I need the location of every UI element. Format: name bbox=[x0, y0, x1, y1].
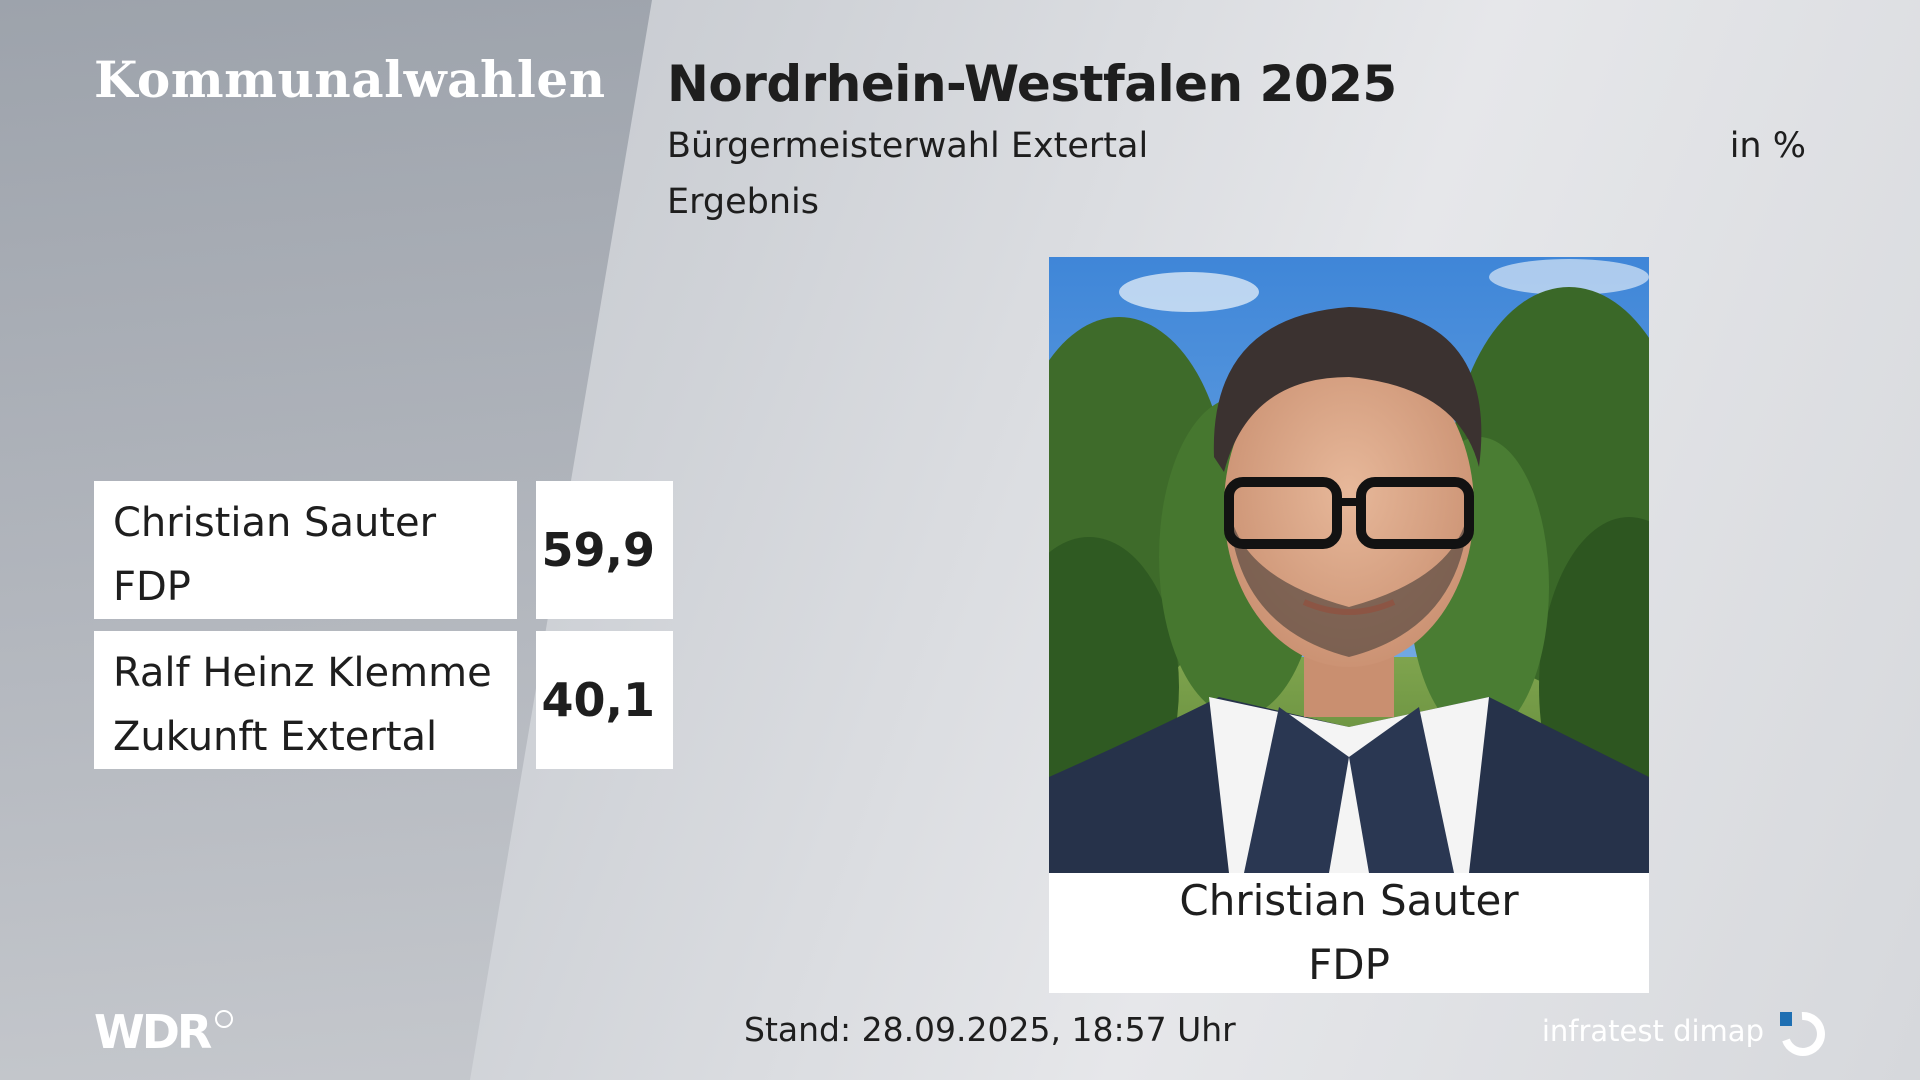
candidate-party: Zukunft Extertal bbox=[113, 714, 438, 760]
candidate-box: Christian Sauter FDP bbox=[94, 481, 517, 619]
unit-label: in % bbox=[1729, 126, 1806, 166]
ard-icon bbox=[215, 1010, 233, 1028]
timestamp: Stand: 28.09.2025, 18:57 Uhr bbox=[744, 1010, 1236, 1049]
candidate-box: Ralf Heinz Klemme Zukunft Extertal bbox=[94, 631, 517, 769]
wdr-logo: WDR bbox=[94, 1005, 212, 1059]
pollster-label: infratest dimap bbox=[1541, 1014, 1764, 1048]
winner-name: Christian Sauter bbox=[1179, 876, 1519, 925]
candidate-name: Christian Sauter bbox=[113, 500, 437, 546]
winner-caption: Christian Sauter FDP bbox=[1049, 873, 1649, 993]
candidate-portrait bbox=[1049, 257, 1649, 873]
page-subtitle: Bürgermeisterwahl Extertal bbox=[667, 126, 1149, 166]
winner-card: Christian Sauter FDP bbox=[1049, 257, 1649, 993]
result-label: Ergebnis bbox=[667, 182, 819, 222]
candidate-value: 40,1 bbox=[536, 631, 673, 769]
candidate-name: Ralf Heinz Klemme bbox=[113, 650, 492, 696]
page-title: Nordrhein-Westfalen 2025 bbox=[667, 55, 1397, 113]
candidate-party: FDP bbox=[113, 564, 191, 610]
candidate-value: 59,9 bbox=[536, 481, 673, 619]
winner-party: FDP bbox=[1308, 940, 1390, 989]
infratest-logo-icon bbox=[1780, 1011, 1825, 1056]
brand-title: Kommunalwahlen bbox=[94, 50, 606, 109]
